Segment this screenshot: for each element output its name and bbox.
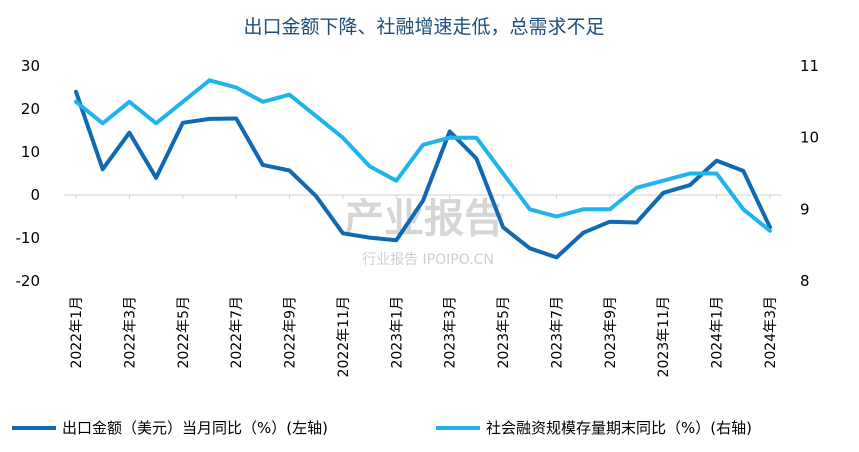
watermark-main: 产业报告 [344,196,504,242]
x-tick-label: 2022年5月 [176,296,192,369]
right-y-tick-label: 10 [800,129,819,147]
left-y-tick-label: 30 [21,57,40,75]
series-lines [74,78,772,260]
left-y-axis: 30 20 10 0 -10 -20 [16,57,41,290]
x-tick-label: 2023年7月 [549,296,565,369]
left-y-tick-label: -20 [16,272,41,290]
left-y-tick-label: 0 [30,186,40,204]
legend-label-export: 出口金额（美元）当月同比（%）(左轴) [62,419,328,437]
x-tick-label: 2022年11月 [336,296,352,377]
right-y-tick-label: 8 [800,272,810,290]
left-y-tick-label: -10 [16,229,41,247]
legend-label-social-financing: 社会融资规模存量期末同比（%）(右轴) [486,419,752,437]
series-line-export [74,89,772,260]
right-y-tick-label: 11 [800,57,819,75]
x-tick-label: 2022年7月 [229,296,245,369]
legend: 出口金额（美元）当月同比（%）(左轴) 社会融资规模存量期末同比（%）(右轴) [12,419,752,437]
chart-title: 出口金额下降、社融增速走低，总需求不足 [243,16,604,38]
x-tick-label: 2022年9月 [283,296,299,369]
x-tick-label: 2023年5月 [496,296,512,369]
x-tick-label: 2023年3月 [443,296,459,369]
x-tick-label: 2023年9月 [603,296,619,369]
x-tick-label: 2024年1月 [710,296,726,369]
left-y-tick-label: 10 [21,143,40,161]
watermark: 产业报告 行业报告 IPOIPO.CN [344,196,504,268]
x-tick-label: 2024年3月 [763,296,779,369]
left-y-tick-label: 20 [21,100,40,118]
x-tick-label: 2022年3月 [122,296,138,369]
x-tick-label: 2023年11月 [656,296,672,377]
x-tick-label: 2023年1月 [389,296,405,369]
right-y-tick-label: 9 [800,200,810,218]
x-tick-label: 2022年1月 [69,296,85,369]
watermark-sub: 行业报告 IPOIPO.CN [362,252,494,268]
right-y-axis: 11 10 9 8 [800,57,819,290]
x-axis-tick-labels: 2022年1月 2022年3月 2022年5月 2022年7月 2022年9月 2022年… [69,195,779,377]
series-line-social-financing [74,78,772,233]
